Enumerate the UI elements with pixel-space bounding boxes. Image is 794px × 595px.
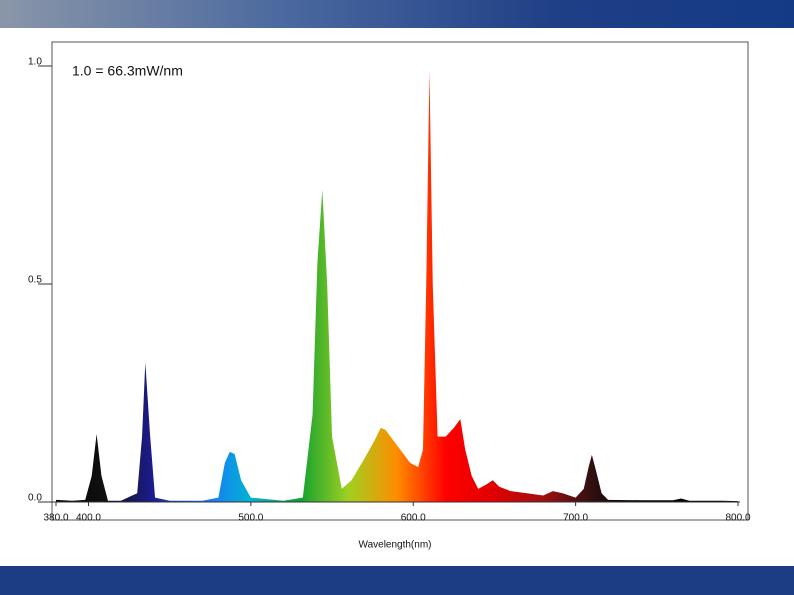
footer-bar xyxy=(0,566,794,595)
header-bar xyxy=(0,0,794,28)
y-tick-label: 0.0 xyxy=(28,493,42,504)
x-tick-label: 700.0 xyxy=(563,513,588,524)
x-tick-label: 380.0 xyxy=(43,513,68,524)
x-axis-label: Wavelength(nm) xyxy=(359,540,432,551)
chart: 1.0 = 66.3mW/nm Wavelength(nm) 0.0 0.5 1.0… xyxy=(28,41,751,551)
x-tick-label: 500.0 xyxy=(238,513,263,524)
y-tick-label: 0.5 xyxy=(28,275,42,286)
y-tick-label: 1.0 xyxy=(28,57,42,68)
x-tick-label: 600.0 xyxy=(401,513,426,524)
x-tick-label: 800.0 xyxy=(725,513,750,524)
plot-frame xyxy=(51,41,749,521)
x-tick-label: 400.0 xyxy=(76,513,101,524)
annotation: 1.0 = 66.3mW/nm xyxy=(72,63,183,79)
